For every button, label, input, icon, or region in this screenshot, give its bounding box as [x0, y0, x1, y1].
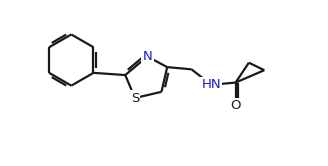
Text: O: O — [230, 99, 241, 112]
Text: HN: HN — [201, 78, 221, 91]
Text: N: N — [142, 50, 152, 63]
Text: S: S — [131, 91, 139, 105]
